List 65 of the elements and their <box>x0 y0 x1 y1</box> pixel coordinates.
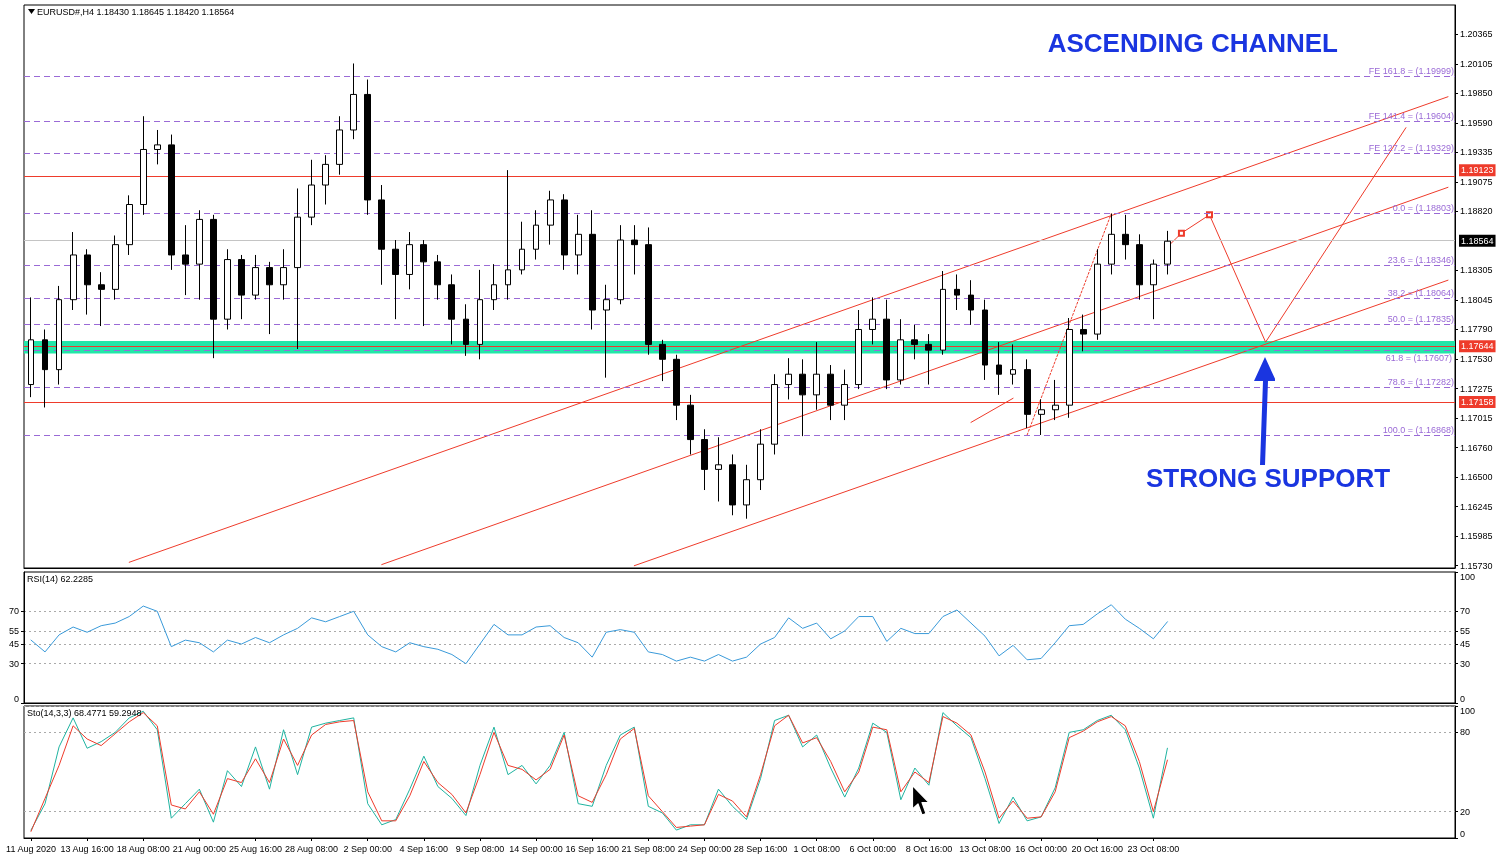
y-tick-label: 100 <box>1460 705 1476 716</box>
x-tick-label: 8 Oct 16:00 <box>905 843 953 854</box>
chart-title: EURUSD#,H4 1.18430 1.18645 1.18420 1.18564 <box>37 6 235 17</box>
y-tick-label: 1.19590 <box>1460 118 1493 129</box>
ref-line-label: 1.17158 <box>1461 396 1494 407</box>
y-tick-label: 20 <box>1460 806 1471 817</box>
y-tick-label: 1.16245 <box>1460 501 1493 512</box>
chart-title: Sto(14,3,3) 68.4771 59.2948 <box>27 707 142 718</box>
x-tick-label: 23 Oct 08:00 <box>1127 843 1180 854</box>
ref-line-label: 1.17644 <box>1461 341 1494 352</box>
y-tick-label: 1.17790 <box>1460 324 1493 335</box>
ref-line-label: 23.6 = (1.18346) <box>1387 255 1454 266</box>
y-tick-label: 1.15985 <box>1460 531 1493 542</box>
x-tick-label: 16 Oct 00:00 <box>1015 843 1067 854</box>
y-tick-label: 1.18820 <box>1460 206 1493 217</box>
x-tick-label: 13 Oct 08:00 <box>959 843 1011 854</box>
x-tick-label: 28 Sep 16:00 <box>733 843 788 854</box>
chart-title: RSI(14) 62.2285 <box>27 573 94 584</box>
y-tick-label: 1.19075 <box>1460 177 1493 188</box>
x-tick-label: 11 Aug 2020 <box>6 843 56 854</box>
ref-line-label: 0.0 = (1.18803) <box>1392 202 1454 213</box>
y-tick-label: 1.19335 <box>1460 147 1493 158</box>
y-tick-label: 1.17530 <box>1460 354 1493 365</box>
y-tick-label: 0 <box>13 693 19 704</box>
x-tick-label: 25 Aug 16:00 <box>228 843 283 854</box>
y-tick-label: 1.18045 <box>1460 295 1493 306</box>
y-tick-label: 1.15730 <box>1460 560 1493 571</box>
x-tick-label: 18 Aug 08:00 <box>116 843 170 854</box>
y-tick-label: 80 <box>1460 727 1471 738</box>
y-tick-label: 0 <box>1460 828 1466 839</box>
x-tick-label: 21 Aug 00:00 <box>172 843 226 854</box>
x-tick-label: 9 Sep 08:00 <box>455 843 505 854</box>
x-tick-label: 4 Sep 16:00 <box>399 843 449 854</box>
x-tick-label: 16 Sep 16:00 <box>565 843 619 854</box>
y-tick-label: 1.16500 <box>1460 472 1493 483</box>
y-tick-label: 1.16760 <box>1460 442 1493 453</box>
y-tick-label: 70 <box>8 606 19 617</box>
y-tick-label: 55 <box>8 625 19 636</box>
ref-line-label: 100.0 = (1.16868) <box>1382 424 1454 435</box>
x-tick-label: 24 Sep 00:00 <box>677 843 732 854</box>
y-tick-label: 1.17275 <box>1460 383 1493 394</box>
x-tick-label: 1 Oct 08:00 <box>793 843 840 854</box>
y-tick-label: 45 <box>8 639 19 650</box>
ref-line-label: 38.2 = (1.18064) <box>1387 287 1454 298</box>
x-tick-label: 13 Aug 16:00 <box>60 843 114 854</box>
y-tick-label: 1.18305 <box>1460 265 1493 276</box>
y-tick-label: 1.20365 <box>1460 29 1493 40</box>
x-tick-label: 28 Aug 08:00 <box>285 843 339 854</box>
ref-line-label: 50.0 = (1.17835) <box>1387 313 1454 324</box>
ref-line-label: 78.6 = (1.17282) <box>1387 377 1454 388</box>
ref-line-label: 1.19123 <box>1461 165 1494 176</box>
annotation: ASCENDING CHANNEL <box>1047 28 1339 58</box>
x-tick-label: 2 Sep 00:00 <box>343 843 392 854</box>
y-tick-label: 30 <box>8 658 19 669</box>
ref-line-label: 61.8 = (1.17607) <box>1385 352 1452 363</box>
annotation: STRONG SUPPORT <box>1146 463 1391 493</box>
x-tick-label: 20 Oct 16:00 <box>1071 843 1124 854</box>
x-tick-label: 14 Sep 00:00 <box>509 843 563 854</box>
x-tick-label: 6 Oct 00:00 <box>849 843 897 854</box>
ref-line-label: FE 161.8 = (1.19999) <box>1368 65 1454 76</box>
y-tick-label: 1.19850 <box>1460 88 1493 99</box>
y-tick-label: 1.17015 <box>1460 413 1493 424</box>
ref-line-label: 1.18564 <box>1461 235 1494 246</box>
x-tick-label: 21 Sep 08:00 <box>621 843 676 854</box>
y-tick-label: 1.20105 <box>1460 59 1493 70</box>
